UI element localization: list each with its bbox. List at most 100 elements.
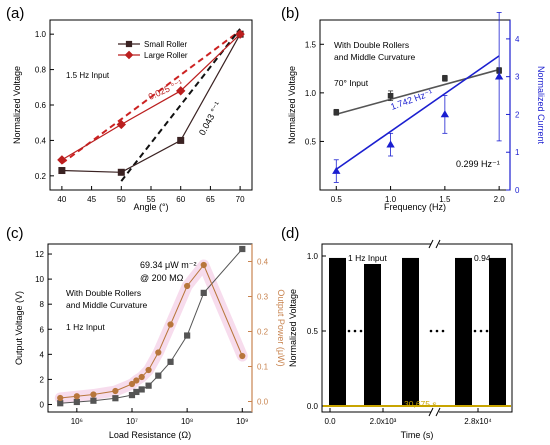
- y-tick-label-c: 10: [35, 275, 44, 284]
- fit-line-b-1: [335, 55, 500, 170]
- chart-a: 40 45 50 55 60 65 70 0.2 0.4 0.6 0.8 1.0 Angle (°) No…: [12, 19, 253, 212]
- axis-break-mark: [435, 407, 441, 417]
- data-point-a-1: [57, 155, 67, 165]
- gap-dot-2: [473, 329, 477, 333]
- x-tick-label-d: 2.8x10⁴: [464, 417, 492, 426]
- data-point-c-1: [155, 349, 162, 356]
- annotation-c-2: and Middle Curvature: [66, 300, 148, 310]
- x-tick-label-b: 0.5: [331, 195, 343, 204]
- legend-marker-a-0: [125, 40, 133, 48]
- voltage-burst-2: [402, 257, 419, 406]
- annotation-c-3: 1 Hz Input: [66, 322, 105, 332]
- data-point-c-1: [133, 377, 140, 384]
- data-point-c-1: [145, 366, 152, 374]
- series-line-a-0: [61, 33, 241, 173]
- chart-b: 0.5 1.0 1.5 2.0 0.5 1.0 1.5 0 1 2 3 4 Frequency (Hz)…: [287, 12, 546, 212]
- y-tick-label-d: 0.0: [307, 402, 319, 411]
- y2-tick-label-c: 0.3: [257, 293, 269, 302]
- axis-break-mask: [431, 408, 439, 416]
- data-point-c-1: [239, 352, 246, 360]
- x-tick-label-a: 40: [57, 195, 66, 204]
- data-point-a-1: [175, 86, 186, 96]
- y-tick-label-c: 8: [40, 300, 45, 309]
- y-tick-label-c: 12: [35, 250, 44, 259]
- data-point-c-0: [73, 398, 80, 406]
- data-point-c-0: [200, 289, 207, 296]
- gap-dot-0: [359, 329, 363, 333]
- fit-line-a-1: [120, 28, 241, 182]
- axis-break-mark: [428, 407, 434, 417]
- y2-tick-label-c: 0.2: [257, 328, 269, 337]
- data-point-b-1: [440, 110, 450, 118]
- data-point-c-0: [112, 395, 119, 402]
- y-axis-label-d: Normalized Voltage: [288, 289, 298, 367]
- y-tick-label-b: 1.5: [305, 40, 317, 49]
- legend-marker-a-1: [124, 50, 134, 60]
- data-point-c-1: [167, 321, 174, 328]
- y-tick-label-a: 0.4: [35, 136, 47, 145]
- data-point-c-1: [200, 261, 207, 269]
- y-tick-label-b: 0.5: [305, 137, 317, 146]
- y-tick-label-d: 1.0: [307, 252, 319, 261]
- annotation-resistance: @ 200 MΩ: [140, 273, 184, 283]
- gap-dot-1: [435, 329, 439, 333]
- data-point-c-0: [138, 386, 145, 393]
- data-point-c-0: [184, 332, 191, 339]
- data-point-c-0: [239, 245, 246, 253]
- panel-a-tag: (a): [6, 5, 24, 22]
- y2-tick-label-b: 4: [515, 35, 520, 44]
- y2-tick-label-b: 1: [515, 148, 520, 157]
- x-axis-label-c: Load Resistance (Ω): [109, 430, 191, 440]
- panel-c-tag: (c): [6, 225, 24, 242]
- panel-b-tag: (b): [281, 5, 299, 22]
- data-point-c-0: [133, 388, 140, 396]
- x-tick-label-a: 70: [236, 195, 245, 204]
- annotation-bg-d2: [473, 252, 489, 264]
- annotation-b-3: 70° Input: [334, 78, 369, 88]
- chart-d: 0.0 0.5 1.0 0.0 2.0x10³ 2.8x10⁴ Time (s) Normal…: [288, 239, 513, 440]
- data-point-b-0: [442, 75, 448, 82]
- annotation-power-density: 69.34 μW m⁻²: [140, 260, 196, 270]
- data-point-b-1: [332, 166, 341, 174]
- y2-tick-label-b: 2: [515, 110, 520, 119]
- x-axis-label-a: Angle (°): [133, 202, 168, 212]
- gap-dot-2: [485, 329, 489, 333]
- y2-tick-label-c: 0.4: [257, 258, 269, 267]
- data-point-c-1: [90, 391, 97, 398]
- data-point-a-0: [58, 167, 66, 175]
- y2-tick-label-b: 3: [515, 73, 520, 82]
- panel-d-tag: (d): [281, 225, 299, 242]
- x-axis-label-d: Time (s): [401, 430, 434, 440]
- voltage-burst-1: [364, 257, 381, 406]
- data-point-c-0: [145, 382, 152, 389]
- x-axis-label-b: Frequency (Hz): [384, 202, 446, 212]
- x-tick-label-a: 65: [206, 195, 215, 204]
- slope-label-voltage: 0.299 Hz⁻¹: [456, 159, 500, 169]
- axis-break-mark-top: [428, 239, 434, 249]
- data-point-b-0: [333, 109, 340, 116]
- y-tick-label-d: 0.5: [307, 327, 319, 336]
- x-tick-label-b: 2.0: [494, 195, 506, 204]
- data-point-b-1: [386, 140, 395, 148]
- data-point-c-0: [167, 358, 174, 365]
- data-point-c-0: [57, 400, 64, 407]
- data-point-c-1: [138, 373, 145, 381]
- y-tick-label-a: 1.0: [35, 30, 47, 39]
- fit-line-a-0: [61, 29, 241, 165]
- y-tick-label-c: 6: [40, 325, 45, 334]
- x-tick-label-c: 10⁷: [126, 417, 138, 426]
- y2-axis-label-c: Output Power (μW): [276, 289, 286, 366]
- data-point-b-1: [494, 72, 504, 80]
- chart-c: 10⁶ 10⁷ 10⁸ 10⁹ 0 2 4 6 8 10 12 0.0 0.1 0.2 0.3 0.4 Load…: [14, 243, 286, 440]
- y-tick-label-b: 1.0: [305, 89, 317, 98]
- data-point-a-0: [177, 136, 185, 144]
- axis-break-mask-top: [431, 240, 439, 248]
- y-tick-label-c: 0: [40, 400, 45, 409]
- y2-tick-label-c: 0.1: [257, 363, 269, 372]
- gap-dot-0: [353, 329, 357, 333]
- annotation-duration-d: 30,675 s: [404, 399, 437, 409]
- data-point-c-0: [90, 397, 97, 404]
- legend-label-a-1: Large Roller: [144, 51, 188, 60]
- voltage-burst-0: [329, 257, 346, 406]
